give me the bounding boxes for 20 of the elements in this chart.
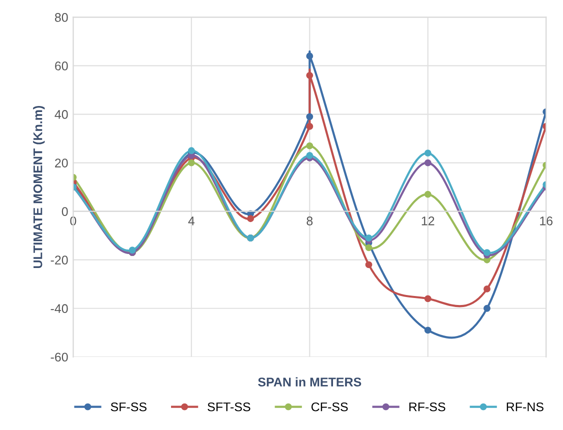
y-tick-label: 40 <box>54 110 68 119</box>
x-tick-label: 0 <box>70 216 76 226</box>
y-tick-label: 80 <box>54 13 68 22</box>
legend-label: SF-SS <box>110 402 147 412</box>
legend-label: CF-SS <box>311 402 348 412</box>
x-axis-title: SPAN in METERS <box>258 377 362 386</box>
legend-label: SFT-SS <box>208 402 250 412</box>
y-tick-label: 60 <box>55 62 68 70</box>
x-tick-label: 16 <box>540 216 553 226</box>
x-tick-label: 12 <box>422 216 434 226</box>
y-tick-label: -60 <box>50 352 68 362</box>
x-tick-label: 4 <box>188 216 195 226</box>
y-tick-label: -20 <box>50 256 68 264</box>
y-tick-label: 20 <box>55 158 68 168</box>
legend-label: RF-NS <box>506 402 544 412</box>
y-tick-label: -40 <box>50 304 68 314</box>
x-tick-label: 8 <box>306 216 313 226</box>
y-tick-label: 0 <box>62 207 68 216</box>
y-axis-title: ULTIMATE MOMENT (Kn.m) <box>33 106 45 268</box>
legend-label: RF-SS <box>409 402 446 412</box>
